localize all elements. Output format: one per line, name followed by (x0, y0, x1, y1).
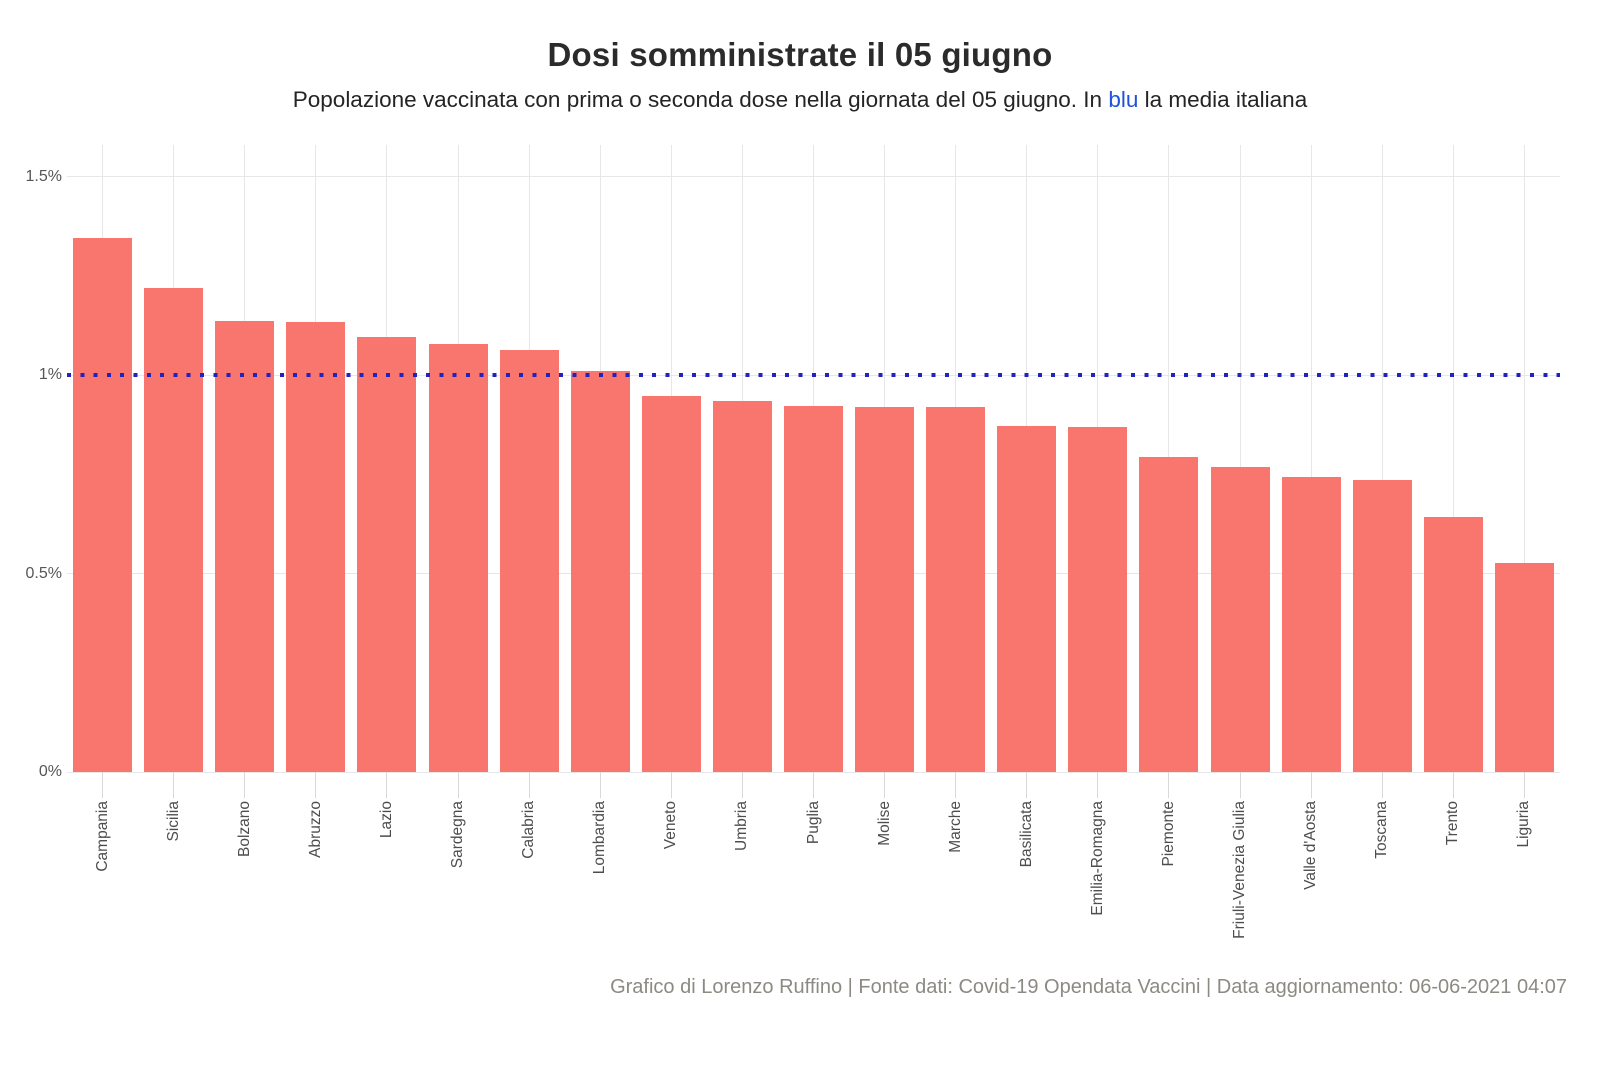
x-tick-sardegna (457, 772, 459, 798)
x-tick-molise (884, 772, 886, 798)
x-tick-friuli-venezia-giulia (1239, 772, 1241, 798)
chart-title: Dosi somministrate il 05 giugno (547, 36, 1053, 73)
bar-piemonte (1139, 457, 1199, 772)
x-tick-sicilia (173, 772, 175, 798)
bar-lazio (357, 337, 417, 772)
x-axis-label-puglia: Puglia (804, 801, 822, 845)
x-tick-emilia-romagna (1097, 772, 1099, 798)
x-axis-label-piemonte: Piemonte (1159, 801, 1177, 867)
x-tick-toscana (1381, 772, 1383, 798)
x-axis-label-campania: Campania (93, 801, 111, 872)
x-axis-label-basilicata: Basilicata (1017, 801, 1035, 868)
bar-molise (855, 407, 915, 772)
bar-bolzano (215, 321, 275, 772)
bar-friuli-venezia-giulia (1210, 467, 1270, 772)
x-tick-calabria (528, 772, 530, 798)
bar-trento (1423, 516, 1483, 772)
x-tick-lombardia (599, 772, 601, 798)
x-axis-label-friuli-venezia-giulia: Friuli-Venezia Giulia (1231, 801, 1249, 939)
x-tick-liguria (1523, 772, 1525, 798)
x-tick-trento (1452, 772, 1454, 798)
y-axis-label-1-: 1% (38, 366, 62, 384)
bar-calabria (499, 350, 559, 772)
y-axis-label-1-5-: 1.5% (25, 167, 62, 185)
x-axis-label-lombardia: Lombardia (591, 801, 609, 875)
bar-veneto (641, 396, 701, 772)
x-gridline-trento (1452, 145, 1454, 772)
bar-sardegna (428, 344, 488, 772)
x-axis-label-trento: Trento (1444, 801, 1462, 846)
subtitle-text-before: Popolazione vaccinata con prima o second… (292, 87, 1109, 112)
x-axis-label-emilia-romagna: Emilia-Romagna (1088, 801, 1106, 916)
chart-subtitle: Popolazione vaccinata con prima o second… (0, 87, 1600, 113)
x-axis-label-molise: Molise (875, 801, 893, 846)
x-tick-lazio (386, 772, 388, 798)
y-axis-label-0-5-: 0.5% (25, 564, 62, 582)
bar-sicilia (144, 288, 204, 772)
bar-umbria (712, 401, 772, 772)
bar-basilicata (997, 426, 1057, 772)
x-tick-veneto (670, 772, 672, 798)
bar-toscana (1352, 480, 1412, 772)
bar-emilia-romagna (1068, 427, 1128, 772)
footer-credit: Grafico di Lorenzo Ruffino | Fonte dati:… (610, 976, 1567, 998)
x-gridline-liguria (1523, 145, 1525, 772)
x-axis-label-calabria: Calabria (520, 801, 538, 859)
x-axis-label-valle-d-aosta: Valle d'Aosta (1302, 801, 1320, 890)
x-axis-label-abruzzo: Abruzzo (306, 801, 324, 858)
bar-lombardia (570, 370, 630, 772)
bar-valle-d-aosta (1281, 476, 1341, 772)
subtitle-text-after: la media italiana (1138, 87, 1308, 112)
x-gridline-valle-d-aosta (1310, 145, 1312, 772)
y-axis-label-0-: 0% (38, 763, 62, 780)
bar-abruzzo (286, 322, 346, 772)
x-tick-bolzano (244, 772, 246, 798)
x-axis-label-lazio: Lazio (377, 801, 395, 839)
bar-liguria (1494, 562, 1554, 772)
x-tick-marche (955, 772, 957, 798)
x-gridline-toscana (1381, 145, 1383, 772)
x-tick-abruzzo (315, 772, 317, 798)
x-tick-valle-d-aosta (1310, 772, 1312, 798)
x-tick-basilicata (1026, 772, 1028, 798)
bar-puglia (784, 406, 843, 772)
x-tick-campania (102, 772, 104, 798)
x-axis-label-bolzano: Bolzano (235, 801, 253, 858)
bar-campania (73, 238, 133, 772)
x-axis-label-veneto: Veneto (662, 801, 680, 850)
average-line (67, 373, 1560, 378)
x-gridline-friuli-venezia-giulia (1239, 145, 1241, 772)
subtitle-highlight-blu: blu (1108, 87, 1139, 112)
x-tick-umbria (741, 772, 743, 798)
x-tick-puglia (813, 772, 814, 798)
x-axis-label-umbria: Umbria (733, 801, 751, 851)
x-axis-label-sardegna: Sardegna (449, 801, 467, 869)
x-axis-label-sicilia: Sicilia (164, 801, 182, 842)
x-axis-label-toscana: Toscana (1373, 801, 1391, 859)
x-tick-piemonte (1168, 772, 1170, 798)
bar-marche (926, 407, 986, 772)
x-axis-label-marche: Marche (946, 801, 964, 853)
x-axis-label-liguria: Liguria (1515, 801, 1533, 848)
